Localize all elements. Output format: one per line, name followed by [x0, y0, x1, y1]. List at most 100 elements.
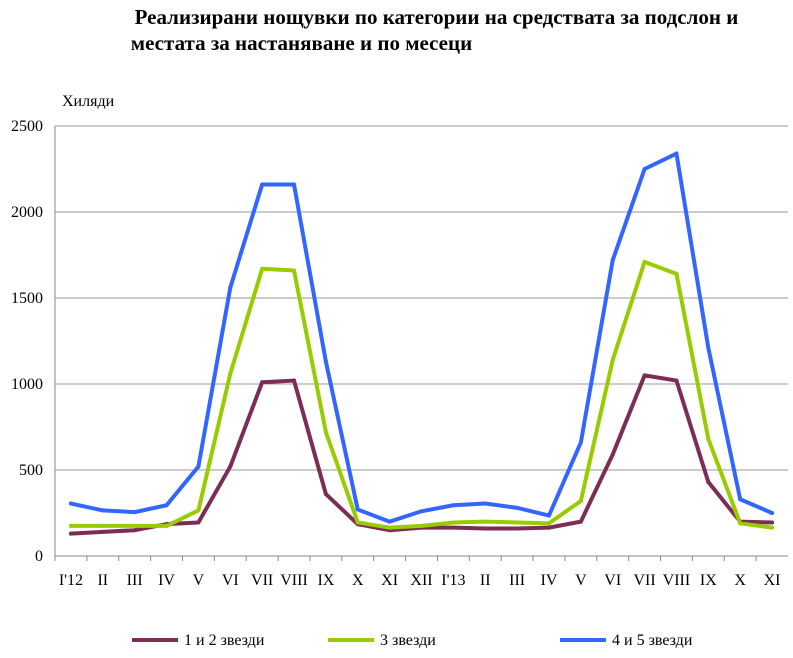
x-tick-label: VI: [222, 572, 239, 589]
data-point: [196, 508, 201, 513]
x-tick-label: XII: [410, 572, 432, 589]
series-line: [68, 259, 775, 530]
data-point: [387, 525, 392, 530]
data-point: [483, 519, 488, 524]
data-point: [419, 509, 424, 514]
data-point: [642, 167, 647, 171]
data-point: [515, 526, 520, 531]
y-tick-label: 2000: [11, 204, 43, 221]
x-tick-label: XI: [381, 572, 398, 589]
data-point: [260, 380, 265, 385]
data-point: [738, 497, 743, 502]
data-point: [610, 258, 615, 263]
data-point: [770, 525, 775, 530]
data-point: [323, 359, 328, 364]
data-point: [451, 520, 456, 525]
data-point: [610, 452, 615, 457]
data-point: [706, 480, 711, 485]
data-point: [546, 521, 551, 526]
y-axis: 0 500 1000 1500 2000 2500: [11, 118, 56, 565]
data-point: [132, 523, 137, 528]
legend-label: 1 и 2 звезди: [184, 632, 265, 649]
y-tick-label: 1000: [11, 376, 43, 393]
data-point: [355, 520, 360, 525]
data-point: [706, 345, 711, 350]
data-point: [451, 503, 456, 508]
data-point: [578, 519, 583, 524]
data-point: [100, 523, 105, 528]
data-point: [196, 520, 201, 525]
data-point: [164, 523, 169, 528]
data-point: [260, 182, 265, 187]
x-tick-label: VII: [633, 572, 655, 589]
x-tick-label: III: [127, 572, 143, 589]
data-point: [292, 182, 297, 187]
x-tick-label: IV: [541, 572, 558, 589]
data-point: [770, 520, 775, 525]
chart-title: Реализирани нощувки по категории на сред…: [0, 4, 793, 56]
y-tick-label: 0: [35, 548, 43, 565]
x-axis: I'12 II III IV V VI VII VIII IX X XI XII I'13 II III IV…: [54, 555, 788, 589]
x-tick-label: XI: [764, 572, 781, 589]
x-tick-label: II: [97, 572, 108, 589]
x-tick-label: VIII: [663, 572, 691, 589]
legend-label: 3 звезди: [380, 632, 436, 649]
data-point: [546, 513, 551, 518]
data-point: [292, 378, 297, 383]
series-lines: [68, 151, 775, 536]
x-tick-label: VII: [251, 572, 273, 589]
data-point: [483, 501, 488, 506]
data-point: [228, 464, 233, 469]
data-point: [100, 529, 105, 534]
x-tick-label: V: [193, 572, 205, 589]
data-point: [610, 357, 615, 362]
series-line: [68, 151, 775, 524]
data-point: [515, 505, 520, 510]
x-tick-label: IX: [700, 572, 717, 589]
chart-title-line-1: Реализирани нощувки по категории на сред…: [134, 5, 739, 29]
data-point: [260, 266, 265, 271]
x-tick-label: X: [734, 572, 746, 589]
data-point: [100, 508, 105, 513]
x-tick-label: III: [509, 572, 525, 589]
data-point: [228, 285, 233, 290]
y-tick-label: 500: [19, 462, 43, 479]
data-point: [132, 510, 137, 515]
data-point: [674, 271, 679, 276]
data-point: [515, 520, 520, 525]
data-point: [642, 373, 647, 378]
data-point: [451, 525, 456, 530]
data-point: [578, 440, 583, 445]
data-point: [706, 437, 711, 442]
data-point: [770, 511, 775, 515]
data-point: [323, 492, 328, 497]
data-point: [196, 464, 201, 469]
data-point: [68, 523, 73, 528]
data-point: [323, 430, 328, 435]
legend: 1 и 2 звезди 3 звезди 4 и 5 звезди: [132, 632, 693, 649]
data-point: [292, 268, 297, 273]
data-point: [738, 521, 743, 526]
x-tick-label: VI: [604, 572, 621, 589]
data-point: [642, 259, 647, 264]
chart-title-line-2: местата за настаняване и по месеци: [130, 31, 473, 55]
data-point: [68, 501, 73, 506]
data-point: [228, 371, 233, 376]
data-point: [674, 151, 679, 156]
y-tick-label: 1500: [11, 290, 43, 307]
data-point: [164, 503, 169, 508]
data-point: [483, 526, 488, 531]
x-tick-label: V: [575, 572, 587, 589]
x-tick-label: IX: [317, 572, 334, 589]
x-tick-label: I'13: [441, 572, 465, 589]
y-tick-label: 2500: [11, 118, 43, 135]
legend-label: 4 и 5 звезди: [612, 632, 693, 649]
x-tick-label: X: [352, 572, 364, 589]
data-point: [387, 519, 392, 524]
data-point: [68, 531, 73, 536]
x-tick-label: VIII: [280, 572, 308, 589]
data-point: [355, 507, 360, 512]
gridlines: [55, 125, 788, 471]
data-point: [674, 378, 679, 383]
